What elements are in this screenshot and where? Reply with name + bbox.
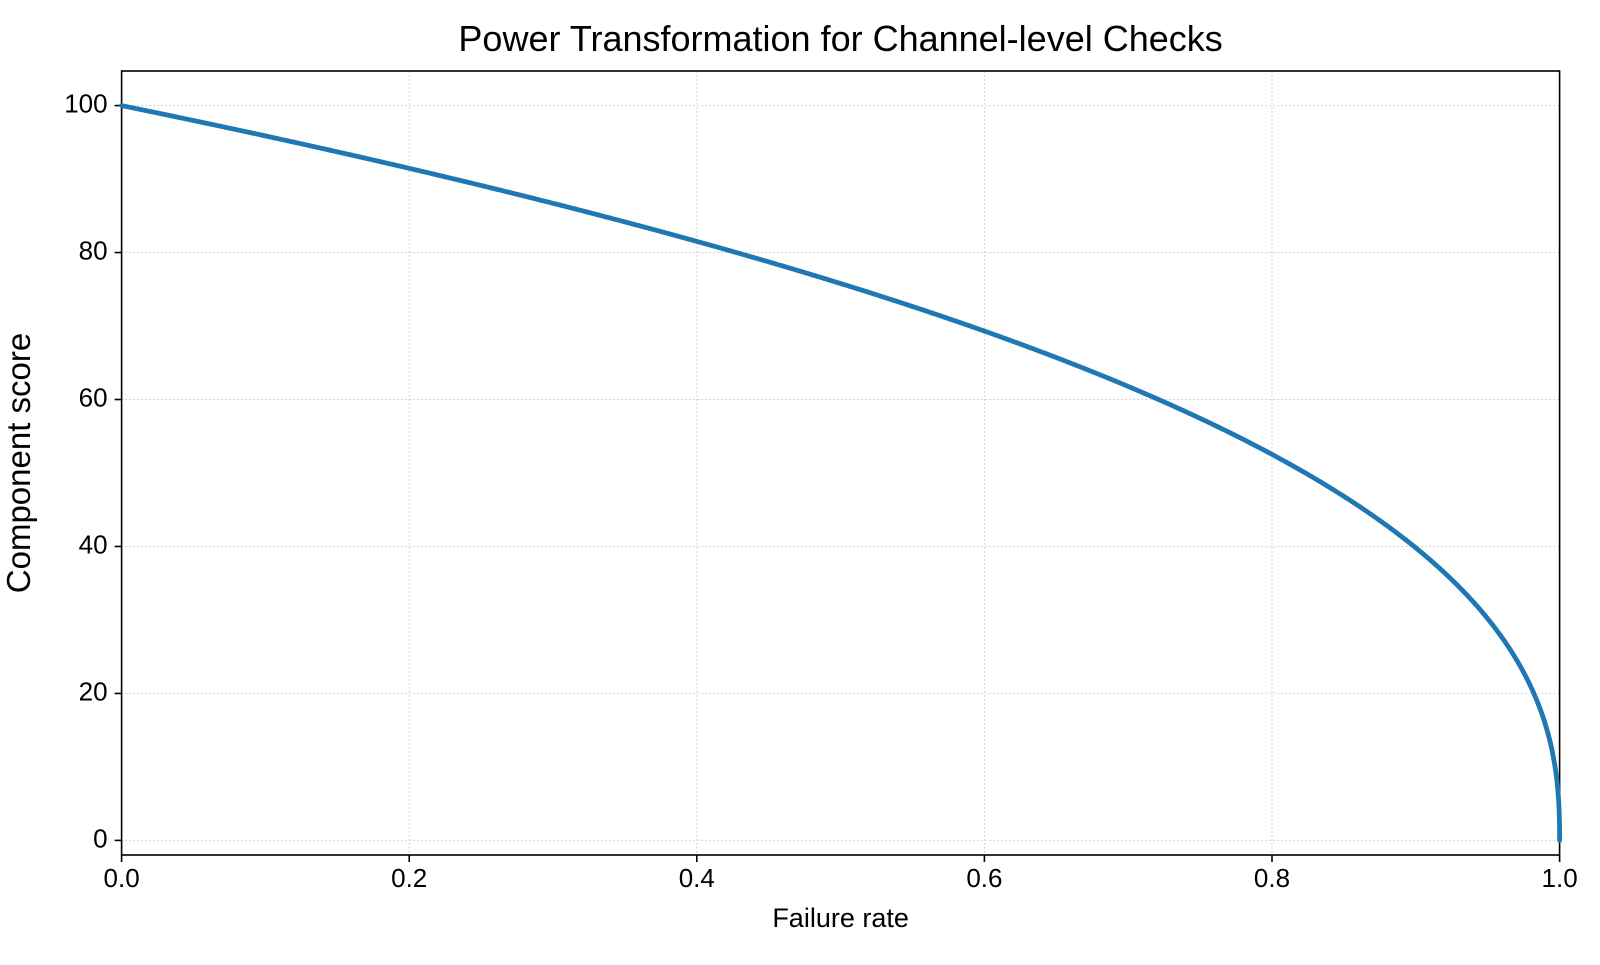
svg-text:0.0: 0.0 — [104, 863, 140, 893]
svg-text:0.4: 0.4 — [679, 863, 715, 893]
svg-text:Power Transformation for Chann: Power Transformation for Channel-level C… — [458, 18, 1222, 59]
svg-text:1.0: 1.0 — [1542, 863, 1578, 893]
svg-text:0.8: 0.8 — [1254, 863, 1290, 893]
svg-text:0.6: 0.6 — [966, 863, 1002, 893]
svg-text:0: 0 — [93, 823, 107, 853]
svg-text:100: 100 — [64, 89, 107, 119]
svg-text:40: 40 — [79, 529, 108, 559]
svg-text:80: 80 — [79, 236, 108, 266]
svg-text:0.2: 0.2 — [391, 863, 427, 893]
svg-text:Failure rate: Failure rate — [772, 903, 909, 933]
svg-text:20: 20 — [79, 676, 108, 706]
svg-text:Component score: Component score — [0, 333, 37, 593]
svg-text:60: 60 — [79, 383, 108, 413]
